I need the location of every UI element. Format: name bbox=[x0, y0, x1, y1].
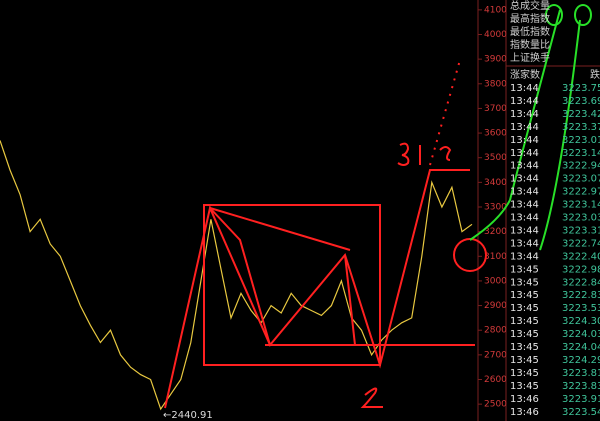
y-tick-label: 2700 bbox=[484, 350, 507, 360]
stat-label: 上证换手 bbox=[510, 51, 550, 64]
price-line bbox=[0, 140, 473, 411]
trade-price: 3223.42 bbox=[562, 109, 600, 120]
trade-time: 13:45 bbox=[510, 329, 539, 340]
header-label: 涨家数 bbox=[510, 68, 540, 81]
y-tick-label: 4000 bbox=[484, 30, 507, 40]
y-tick-label: 3000 bbox=[484, 276, 507, 286]
trade-price: 3223.83 bbox=[562, 381, 600, 392]
trade-time: 13:46 bbox=[510, 407, 539, 418]
trade-time: 13:45 bbox=[510, 303, 539, 314]
trade-price: 3223.81 bbox=[562, 368, 600, 379]
trade-price: 3223.03 bbox=[562, 213, 600, 224]
trade-price: 3223.75 bbox=[562, 83, 600, 94]
trade-time: 13:44 bbox=[510, 238, 539, 249]
trade-price: 3222.83 bbox=[562, 290, 600, 301]
trade-time: 13:45 bbox=[510, 368, 539, 379]
trade-time: 13:44 bbox=[510, 135, 539, 146]
trade-price: 3223.14 bbox=[562, 148, 600, 159]
trade-time: 13:45 bbox=[510, 290, 539, 301]
y-tick-label: 3800 bbox=[484, 79, 507, 89]
y-tick-label: 3500 bbox=[484, 153, 507, 163]
trade-time: 13:44 bbox=[510, 109, 539, 120]
y-tick-label: 3900 bbox=[484, 55, 507, 65]
trade-time: 13:45 bbox=[510, 264, 539, 275]
trade-price: 3224.04 bbox=[562, 342, 600, 353]
low-annotation: ←2440.91 bbox=[163, 410, 213, 421]
trade-price: 3223.07 bbox=[562, 174, 600, 185]
header-label: 跌 bbox=[590, 68, 600, 81]
trade-price: 3223.14 bbox=[562, 200, 600, 211]
trade-price: 3223.53 bbox=[562, 303, 600, 314]
trade-time: 13:45 bbox=[510, 381, 539, 392]
y-tick-label: 3100 bbox=[484, 252, 507, 262]
trade-price: 3223.54 bbox=[562, 407, 600, 418]
trade-time: 13:45 bbox=[510, 355, 539, 366]
y-tick-label: 3300 bbox=[484, 203, 507, 213]
trade-time: 13:44 bbox=[510, 213, 539, 224]
annotations bbox=[469, 4, 592, 251]
trade-price: 3222.98 bbox=[562, 264, 600, 275]
trade-time: 13:44 bbox=[510, 200, 539, 211]
y-tick-label: 2600 bbox=[484, 375, 507, 385]
trade-time: 13:44 bbox=[510, 122, 539, 133]
y-tick-label: 2500 bbox=[484, 400, 507, 410]
trade-time: 13:45 bbox=[510, 277, 539, 288]
trade-price: 3223.69 bbox=[562, 96, 600, 107]
stat-label: 总成交量 bbox=[510, 0, 550, 12]
trade-price: 3224.30 bbox=[562, 316, 600, 327]
y-tick-label: 3700 bbox=[484, 104, 507, 114]
trade-price: 3223.37 bbox=[562, 122, 600, 133]
trade-time: 13:44 bbox=[510, 83, 539, 94]
stat-label: 最低指数 bbox=[510, 25, 550, 38]
trade-time: 13:44 bbox=[510, 96, 539, 107]
trade-price: 3222.74 bbox=[562, 238, 600, 249]
trade-price: 3224.03 bbox=[562, 329, 600, 340]
trade-time: 13:46 bbox=[510, 394, 539, 405]
stat-label: 指数量比 bbox=[510, 38, 550, 51]
trade-price: 3223.91 bbox=[562, 394, 600, 405]
trade-time: 13:44 bbox=[510, 225, 539, 236]
trade-price: 3222.84 bbox=[562, 277, 600, 288]
trade-price: 3223.31 bbox=[562, 225, 600, 236]
y-tick-label: 2800 bbox=[484, 326, 507, 336]
trade-time: 13:44 bbox=[510, 148, 539, 159]
plot: 2500 2600 2700 2800 2900 3000 3100 3200 3300 3400… bbox=[0, 5, 507, 411]
trade-time: 13:45 bbox=[510, 316, 539, 327]
stat-label: 最高指数 bbox=[510, 12, 550, 25]
trade-time: 13:44 bbox=[510, 174, 539, 185]
trade-price: 3224.29 bbox=[562, 355, 600, 366]
y-tick-label: 3400 bbox=[484, 178, 507, 188]
trade-time: 13:44 bbox=[510, 251, 539, 262]
y-tick-label: 3600 bbox=[484, 129, 507, 139]
trade-price: 3222.40 bbox=[562, 251, 600, 262]
trade-time: 13:45 bbox=[510, 342, 539, 353]
trade-price: 3222.94 bbox=[562, 161, 600, 172]
y-tick-label: 3200 bbox=[484, 227, 507, 237]
y-tick-label: 4100 bbox=[484, 5, 507, 15]
trade-price: 3223.01 bbox=[562, 135, 600, 146]
y-tick-label: 2900 bbox=[484, 301, 507, 311]
trade-price: 3222.97 bbox=[562, 187, 600, 198]
trade-time: 13:44 bbox=[510, 161, 539, 172]
trade-time: 13:44 bbox=[510, 187, 539, 198]
